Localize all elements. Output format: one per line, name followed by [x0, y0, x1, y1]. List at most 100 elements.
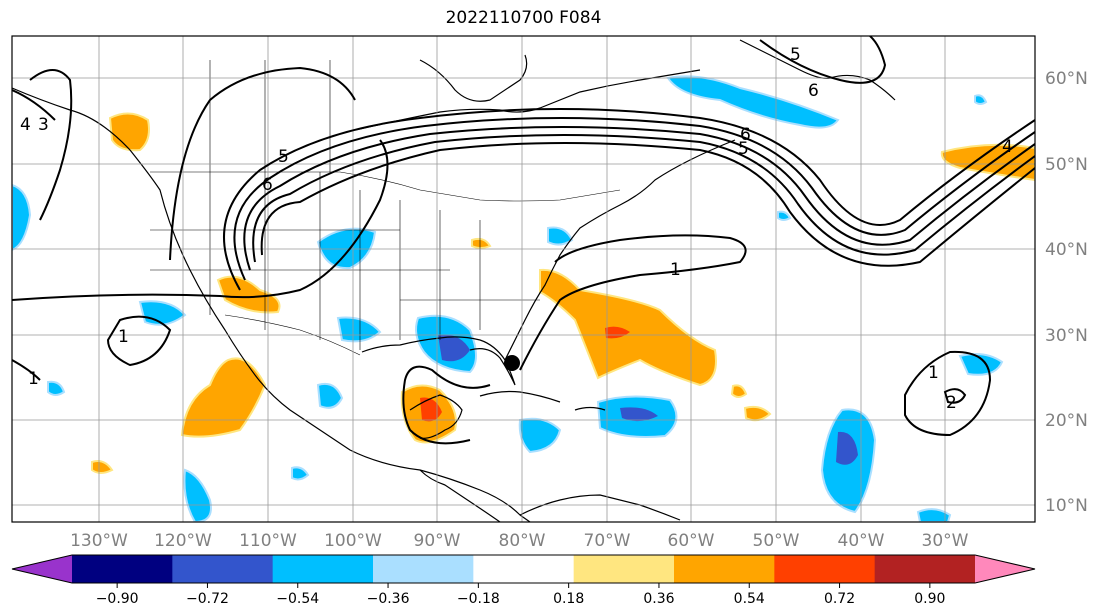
contour-line: [12, 359, 41, 381]
colorbar-tick-label: 0.72: [824, 591, 855, 607]
map-title: 2022110700 F084: [445, 8, 602, 28]
positive-anomaly-region: [216, 275, 281, 314]
colorbar-high-extend: [975, 555, 1035, 583]
lon-label: 100°W: [324, 531, 382, 551]
negative-anomaly-region: [336, 316, 382, 343]
central-america: [419, 469, 501, 522]
longitude-labels: 130°W 120°W 110°W 100°W 90°W 80°W 70°W 6…: [70, 531, 969, 551]
canada-coast: [354, 69, 701, 131]
lat-label: 40°N: [1045, 240, 1088, 260]
lon-label: 60°W: [668, 531, 715, 551]
negative-anomaly-region: [47, 380, 66, 396]
contour-line: [260, 142, 1035, 267]
contour-line: [223, 108, 1035, 291]
contour-line: [904, 350, 992, 437]
south-america-coast: [519, 494, 681, 521]
contour-label: 1: [28, 369, 39, 389]
contour-line: [12, 89, 56, 121]
positive-anomaly-region: [539, 268, 717, 387]
colorbar-tick-label: −0.36: [367, 591, 410, 607]
lon-label: 110°W: [239, 531, 297, 551]
contour-label: 1: [928, 363, 939, 383]
contour-line: [402, 365, 491, 445]
contour-label: 4: [1002, 137, 1013, 157]
contour-label: 1: [670, 260, 681, 280]
negative-anomaly-region: [316, 382, 344, 409]
contour-line: [106, 315, 172, 367]
colorbar-tick-label: −0.90: [96, 591, 139, 607]
atlantic-coast: [504, 139, 736, 361]
negative-anomaly-region: [836, 431, 858, 465]
gulf-coast: [361, 336, 516, 386]
positive-anomaly-region: [730, 384, 748, 398]
contour-label: 5: [738, 139, 749, 159]
contour-line: [519, 234, 747, 371]
positive-anomaly-region: [605, 326, 630, 339]
contour-label: 3: [38, 115, 49, 135]
contour-label: 2: [946, 393, 957, 413]
contour-line: [233, 117, 1035, 281]
lon-label: 120°W: [154, 531, 212, 551]
colorbar-bin: [573, 555, 675, 583]
us-mexico-border: [224, 314, 361, 356]
lat-label: 20°N: [1045, 411, 1088, 431]
lon-label: 80°W: [499, 531, 546, 551]
contour-line: [29, 69, 73, 221]
negative-anomaly-region: [777, 210, 792, 221]
colorbar-tick-label: 0.90: [914, 591, 945, 607]
map-frame: [11, 35, 1036, 523]
anomaly-shading: [12, 75, 1035, 522]
colorbar-bin: [674, 555, 775, 583]
colorbar-tick-label: −0.18: [457, 591, 500, 607]
colorbar-bin: [172, 555, 274, 583]
contour-line: [252, 134, 1035, 263]
contour-label: 6: [262, 175, 273, 195]
contour-label: 4: [20, 115, 31, 135]
colorbar-tick-label: 0.18: [553, 591, 584, 607]
colorbar-bin: [874, 555, 976, 583]
lat-label: 30°N: [1045, 326, 1088, 346]
colorbar: [11, 554, 1036, 584]
colorbar-bin: [72, 555, 173, 583]
colorbar-bin: [272, 555, 374, 583]
political-borders: [150, 60, 621, 356]
lat-label: 60°N: [1045, 69, 1088, 89]
contour-line: [12, 139, 389, 301]
lon-label: 130°W: [70, 531, 128, 551]
lat-label: 50°N: [1045, 155, 1088, 175]
graticule: [12, 36, 1035, 522]
negative-anomaly-region: [974, 94, 988, 105]
lon-label: 30°W: [922, 531, 969, 551]
colorbar-bin: [774, 555, 876, 583]
coastlines: [12, 39, 896, 522]
negative-anomaly-region: [958, 353, 1004, 376]
contour-label: 6: [740, 125, 751, 145]
negative-anomaly-region: [620, 407, 658, 422]
contour-line: [169, 66, 356, 261]
north-america-coastline: [12, 87, 531, 522]
lon-label: 40°W: [838, 531, 885, 551]
positive-anomaly-region: [420, 397, 442, 422]
contour-line: [243, 126, 1035, 271]
colorbar-tick-label: −0.72: [186, 591, 229, 607]
negative-anomaly-region: [291, 466, 310, 481]
negative-anomaly-region: [547, 226, 574, 246]
cuba: [479, 390, 561, 403]
lon-label: 70°W: [584, 531, 631, 551]
us-canada-border: [150, 171, 621, 202]
colorbar-outline: [11, 554, 1036, 584]
contour-line: [759, 36, 887, 84]
contour-label-group: 6 5 6 5 4 3 4 6 5 1 1 1 1 2: [20, 45, 1013, 413]
colorbar-low-extend: [12, 555, 72, 583]
latitude-labels: 60°N 50°N 40°N 30°N 20°N 10°N: [1045, 69, 1088, 516]
hispaniola: [574, 406, 606, 411]
negative-anomaly-region: [12, 183, 32, 252]
positive-anomaly-region: [108, 112, 150, 152]
negative-anomaly-region: [316, 227, 377, 270]
colorbar-bin: [473, 555, 575, 583]
hudson-bay: [419, 54, 528, 102]
lat-label: 10°N: [1045, 496, 1088, 516]
positive-anomaly-region: [471, 237, 492, 249]
colorbar-ticks: −0.90 −0.72 −0.54 −0.36 −0.18 0.18 0.36 0.54 0.7…: [96, 583, 945, 607]
